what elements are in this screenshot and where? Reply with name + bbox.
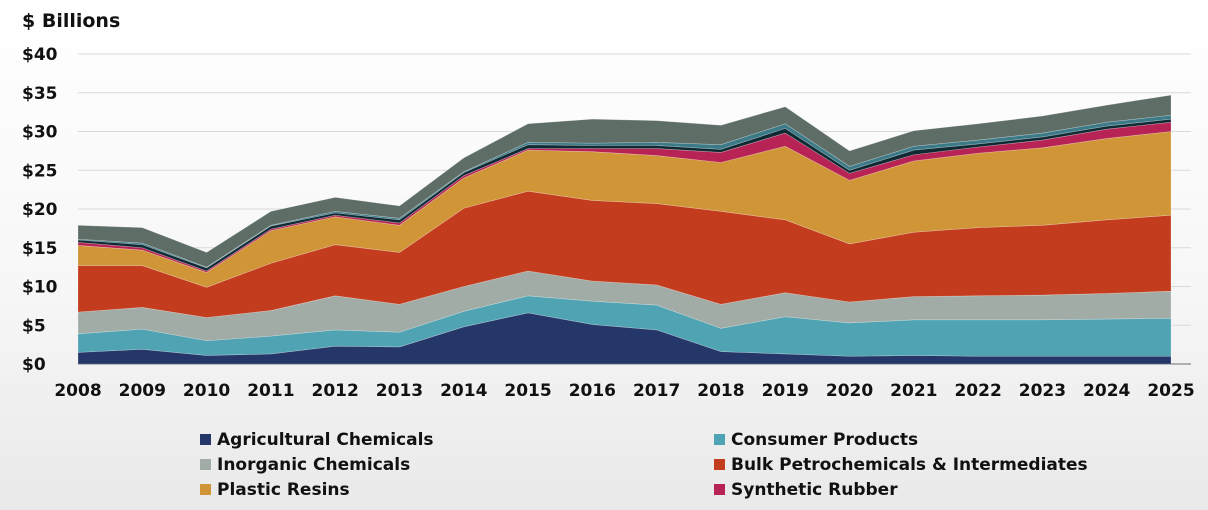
x-tick-label: 2008 [54, 381, 101, 400]
x-tick-label: 2010 [183, 381, 230, 400]
legend-item: Consumer Products [714, 428, 1100, 451]
x-tick-label: 2015 [504, 381, 551, 400]
x-tick-label: 2012 [312, 381, 359, 400]
x-tick-label: 2011 [247, 381, 294, 400]
area-unlabeled-8 [77, 94, 1172, 268]
x-tick-label: 2016 [569, 381, 616, 400]
series-areas [77, 94, 1172, 365]
legend-item: Agricultural Chemicals [200, 428, 714, 451]
legend-label: Agricultural Chemicals [217, 429, 434, 450]
y-tick-label: $10 [22, 278, 58, 298]
y-tick-label: $40 [22, 45, 58, 65]
x-tick-label: 2022 [954, 381, 1001, 400]
x-tick-label: 2014 [440, 381, 487, 400]
legend-label: Bulk Petrochemicals & Intermediates [731, 454, 1088, 475]
legend-item: Plastic Resins [200, 478, 714, 501]
x-tick-label: 2024 [1083, 381, 1130, 400]
y-axis-ticks: $0 $5 $10 $15 $20 $25 $30 $35 $40 [22, 45, 58, 375]
x-tick-label: 2021 [890, 381, 937, 400]
legend-swatch [200, 484, 211, 495]
legend-swatch [200, 459, 211, 470]
x-tick-label: 2009 [119, 381, 166, 400]
y-axis-title: $ Billions [22, 10, 120, 32]
x-axis-ticks: 2008 2009 2010 2011 2012 2013 2014 2015 2016 2017… [54, 381, 1194, 400]
legend-label: Inorganic Chemicals [217, 454, 411, 475]
x-tick-label: 2023 [1019, 381, 1066, 400]
y-tick-label: $0 [22, 355, 46, 375]
y-tick-label: $5 [22, 316, 46, 336]
legend-item: Synthetic Rubber [714, 478, 1100, 501]
stacked-area-chart: $0$5$10$15$20$25$30$35$40 2008 2009 2010 20… [22, 10, 1195, 400]
x-tick-label: 2020 [826, 381, 873, 400]
y-tick-label: $30 [22, 123, 58, 143]
y-tick-label: $35 [22, 84, 58, 104]
x-tick-label: 2013 [376, 381, 423, 400]
x-tick-label: 2017 [633, 381, 680, 400]
y-tick-label: $20 [22, 200, 58, 220]
legend-swatch [200, 434, 211, 445]
x-tick-label: 2018 [697, 381, 744, 400]
legend-label: Consumer Products [731, 429, 919, 450]
legend-item: Inorganic Chemicals [200, 453, 714, 476]
legend-swatch [714, 434, 725, 445]
legend-item: Bulk Petrochemicals & Intermediates [714, 453, 1100, 476]
legend-swatch [714, 459, 725, 470]
legend-label: Synthetic Rubber [731, 479, 898, 500]
x-tick-label: 2019 [762, 381, 809, 400]
chart-legend: Agricultural Chemicals Consumer Products I… [200, 428, 1100, 501]
legend-label: Plastic Resins [217, 479, 350, 500]
legend-swatch [714, 484, 725, 495]
y-tick-label: $25 [22, 161, 58, 181]
y-tick-label: $15 [22, 239, 58, 259]
x-tick-label: 2025 [1147, 381, 1194, 400]
